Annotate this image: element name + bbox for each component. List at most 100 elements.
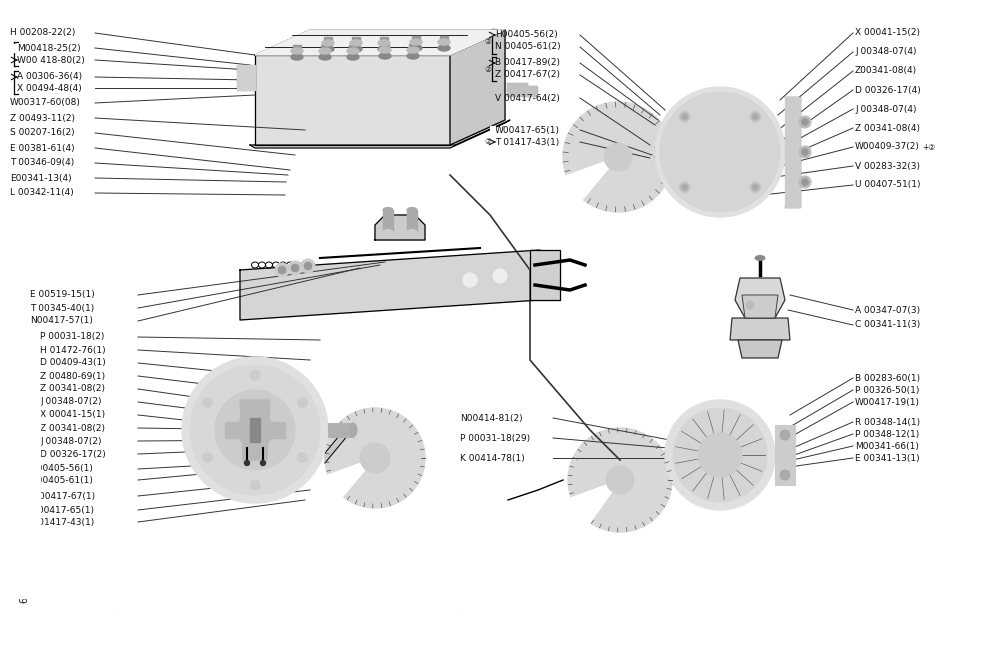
Circle shape xyxy=(799,116,811,128)
Polygon shape xyxy=(655,147,673,162)
Polygon shape xyxy=(250,120,510,148)
Circle shape xyxy=(606,466,634,494)
Circle shape xyxy=(680,182,690,192)
Circle shape xyxy=(202,452,212,462)
Text: H00405-56(1): H00405-56(1) xyxy=(30,464,93,474)
Circle shape xyxy=(244,460,250,466)
Polygon shape xyxy=(325,425,348,463)
Text: T 01417-43(1): T 01417-43(1) xyxy=(495,138,559,146)
Circle shape xyxy=(202,398,212,407)
Text: A 00347-07(3): A 00347-07(3) xyxy=(855,306,920,314)
Polygon shape xyxy=(785,97,800,207)
Circle shape xyxy=(182,357,328,503)
Polygon shape xyxy=(383,210,393,232)
Ellipse shape xyxy=(438,45,450,51)
Bar xyxy=(10,44,15,52)
Text: P 00348-12(1): P 00348-12(1) xyxy=(855,429,919,439)
Ellipse shape xyxy=(407,47,419,53)
Ellipse shape xyxy=(350,40,362,46)
Ellipse shape xyxy=(379,53,391,59)
Circle shape xyxy=(288,261,302,275)
Circle shape xyxy=(673,408,767,502)
Circle shape xyxy=(304,262,312,270)
Text: B 00417-89(2): B 00417-89(2) xyxy=(495,58,560,67)
Circle shape xyxy=(655,87,785,217)
Text: W00317-60(08): W00317-60(08) xyxy=(10,99,81,108)
Circle shape xyxy=(360,443,390,473)
Text: J 00348-07(4): J 00348-07(4) xyxy=(855,105,916,114)
Text: P 00326-50(1): P 00326-50(1) xyxy=(855,386,919,394)
Text: U 00407-51(1): U 00407-51(1) xyxy=(855,181,920,190)
Ellipse shape xyxy=(438,39,450,45)
Text: L 00342-11(4): L 00342-11(4) xyxy=(10,189,74,198)
Text: Z 00341-08(2): Z 00341-08(2) xyxy=(40,423,105,433)
Text: A 00306-36(4): A 00306-36(4) xyxy=(17,73,82,81)
Circle shape xyxy=(698,433,742,477)
Bar xyxy=(328,423,353,437)
Text: P 00031-18(29): P 00031-18(29) xyxy=(460,433,530,442)
Text: 6-75: 6-75 xyxy=(19,581,29,603)
Polygon shape xyxy=(225,422,285,438)
Text: N 00405-61(2): N 00405-61(2) xyxy=(495,42,561,52)
Bar xyxy=(293,45,301,53)
Polygon shape xyxy=(530,250,560,300)
Text: V 00283-32(3): V 00283-32(3) xyxy=(855,161,920,171)
Text: W00417-65(1): W00417-65(1) xyxy=(495,126,560,134)
Text: H 01472-76(1): H 01472-76(1) xyxy=(40,345,106,355)
Circle shape xyxy=(802,179,808,185)
Text: M00418-25(2): M00418-25(2) xyxy=(17,44,81,52)
Bar xyxy=(8,393,40,598)
Polygon shape xyxy=(240,250,560,320)
Bar xyxy=(352,37,360,45)
Ellipse shape xyxy=(322,40,334,46)
Circle shape xyxy=(190,365,320,495)
Text: N00414-81(2): N00414-81(2) xyxy=(460,413,523,423)
Bar xyxy=(22,506,27,514)
Polygon shape xyxy=(407,210,417,232)
Polygon shape xyxy=(738,340,782,358)
Bar xyxy=(440,36,448,44)
Wedge shape xyxy=(569,480,620,524)
Text: ELEKTRISCHER ZUBEHOER OBERWAGEN: ELEKTRISCHER ZUBEHOER OBERWAGEN xyxy=(126,644,324,654)
Text: ②: ② xyxy=(485,65,491,73)
Polygon shape xyxy=(730,318,790,340)
Ellipse shape xyxy=(407,53,419,59)
Bar xyxy=(490,126,495,134)
Text: Z 00480-69(1): Z 00480-69(1) xyxy=(40,372,105,380)
Bar xyxy=(118,595,458,667)
Circle shape xyxy=(802,118,808,126)
Bar xyxy=(321,45,329,53)
Text: ACCESSOIRES ELECTRIQUES (TOURELLE): ACCESSOIRES ELECTRIQUES (TOURELLE) xyxy=(126,620,362,630)
Circle shape xyxy=(660,92,780,212)
Bar xyxy=(380,37,388,45)
Polygon shape xyxy=(250,418,260,442)
Text: V 00417-64(2): V 00417-64(2) xyxy=(495,93,560,103)
Text: D 00326-17(2): D 00326-17(2) xyxy=(40,450,106,458)
Text: M00341-66(1): M00341-66(1) xyxy=(855,442,919,450)
Bar xyxy=(324,37,332,45)
Circle shape xyxy=(780,430,790,440)
Circle shape xyxy=(260,460,266,466)
Text: H00405-56(2): H00405-56(2) xyxy=(495,30,558,40)
Ellipse shape xyxy=(378,46,390,52)
Circle shape xyxy=(680,112,690,122)
Ellipse shape xyxy=(291,54,303,60)
Circle shape xyxy=(750,182,760,192)
Text: E 00381-61(4): E 00381-61(4) xyxy=(10,144,75,153)
Text: ②: ② xyxy=(19,470,25,478)
Text: Z00341-08(4): Z00341-08(4) xyxy=(855,67,917,75)
Text: D 00326-17(4): D 00326-17(4) xyxy=(855,85,921,95)
Circle shape xyxy=(746,301,754,309)
Circle shape xyxy=(563,102,673,212)
Ellipse shape xyxy=(755,255,765,261)
Text: E 00519-15(1): E 00519-15(1) xyxy=(30,290,95,300)
Ellipse shape xyxy=(383,230,393,235)
Text: ②: ② xyxy=(19,517,25,526)
Text: E 00341-13(1): E 00341-13(1) xyxy=(855,454,920,462)
Polygon shape xyxy=(507,83,537,96)
Text: T 00345-40(1): T 00345-40(1) xyxy=(30,304,94,312)
Text: S 00207-16(2): S 00207-16(2) xyxy=(10,128,75,138)
Ellipse shape xyxy=(291,48,303,54)
Wedge shape xyxy=(564,157,618,201)
Circle shape xyxy=(463,273,477,287)
